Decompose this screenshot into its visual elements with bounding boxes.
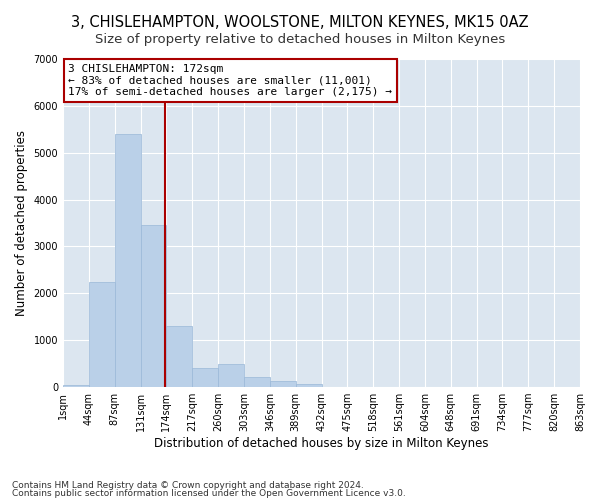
- Bar: [115, 134, 140, 387]
- Text: Contains public sector information licensed under the Open Government Licence v3: Contains public sector information licen…: [12, 489, 406, 498]
- Bar: [244, 377, 270, 387]
- Bar: [192, 368, 218, 387]
- Y-axis label: Number of detached properties: Number of detached properties: [15, 130, 28, 316]
- Bar: [166, 326, 192, 387]
- Bar: [270, 382, 296, 387]
- Bar: [63, 384, 89, 387]
- Bar: [140, 226, 166, 387]
- Bar: [89, 282, 115, 387]
- Bar: [296, 384, 322, 387]
- Text: 3 CHISLEHAMPTON: 172sqm
← 83% of detached houses are smaller (11,001)
17% of sem: 3 CHISLEHAMPTON: 172sqm ← 83% of detache…: [68, 64, 392, 97]
- Text: 3, CHISLEHAMPTON, WOOLSTONE, MILTON KEYNES, MK15 0AZ: 3, CHISLEHAMPTON, WOOLSTONE, MILTON KEYN…: [71, 15, 529, 30]
- Bar: [218, 364, 244, 387]
- Text: Contains HM Land Registry data © Crown copyright and database right 2024.: Contains HM Land Registry data © Crown c…: [12, 480, 364, 490]
- X-axis label: Distribution of detached houses by size in Milton Keynes: Distribution of detached houses by size …: [154, 437, 489, 450]
- Text: Size of property relative to detached houses in Milton Keynes: Size of property relative to detached ho…: [95, 32, 505, 46]
